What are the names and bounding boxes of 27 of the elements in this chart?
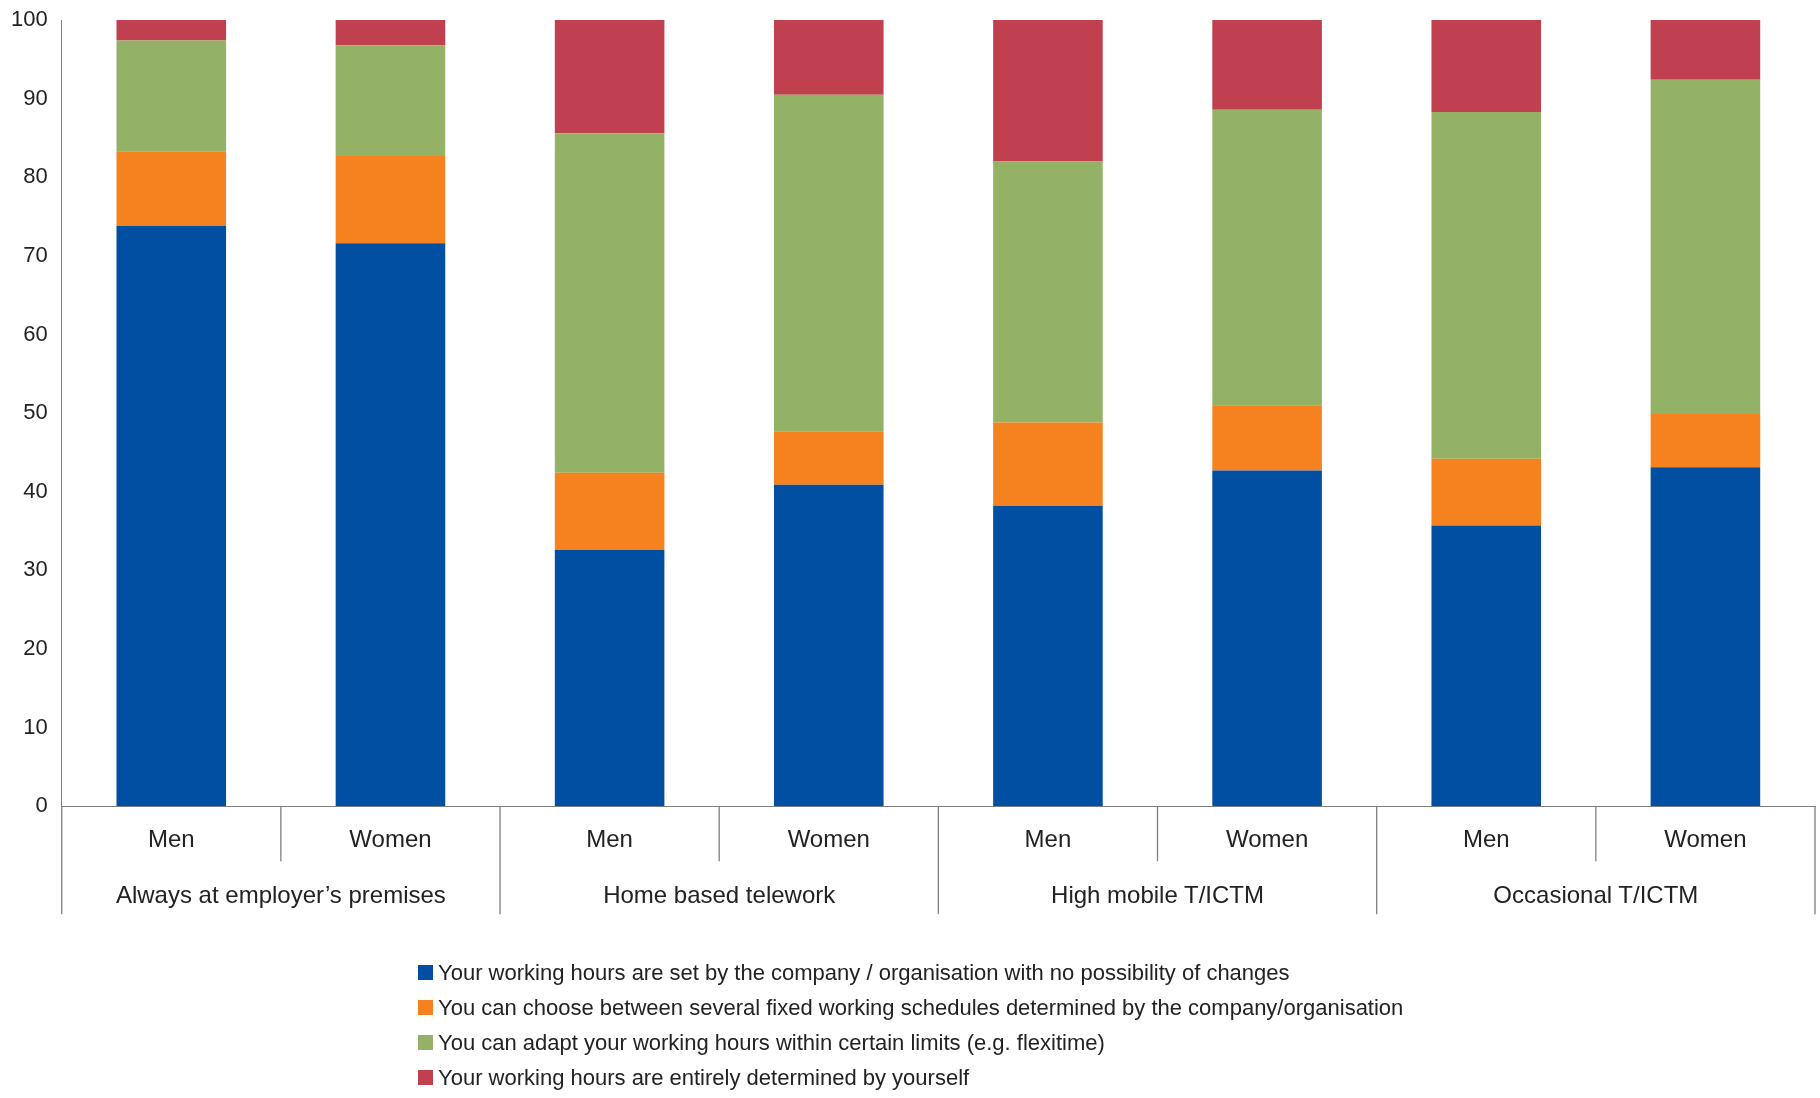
legend-label: Your working hours are entirely determined by yourself — [438, 1064, 970, 1091]
x-tick-label: Women — [1664, 825, 1747, 853]
legend-label: Your working hours are set by the company / organisation with no possibility of changes — [438, 959, 1290, 986]
x-tick-label: Women — [1225, 825, 1309, 853]
y-tick-label: 0 — [35, 792, 48, 818]
text: Occasional T/ICTM — [1493, 880, 1699, 908]
y-tick-label: 70 — [23, 241, 48, 267]
y-tick-label: 30 — [23, 556, 48, 582]
x-tick-label: Men — [1462, 825, 1510, 853]
y-tick-label: 10 — [23, 713, 48, 739]
x-tick-label: Women — [349, 825, 432, 853]
y-tick-label: 40 — [23, 477, 48, 503]
y-tick-label: 100 — [10, 6, 48, 32]
y-tick-label: 50 — [23, 399, 48, 425]
y-tick-label: 80 — [23, 163, 48, 189]
x-tick-label: Men — [586, 825, 633, 853]
text: Home based telework — [603, 880, 837, 908]
y-tick-label: 20 — [23, 635, 48, 661]
x-tick-label: Men — [147, 825, 195, 853]
text: Always at employer’s premises — [115, 880, 446, 908]
x-tick-label: Women — [787, 825, 870, 853]
y-tick-label: 90 — [23, 84, 48, 110]
text: High mobile T/ICTM — [1051, 880, 1264, 908]
legend-label: You can adapt your working hours within certain limits (e.g. flexitime) — [438, 1029, 1105, 1056]
legend-label: You can choose between several fixed working schedules determined by the company/organisation — [438, 994, 1404, 1021]
y-tick-label: 60 — [23, 320, 48, 346]
x-tick-label: Men — [1024, 825, 1072, 853]
